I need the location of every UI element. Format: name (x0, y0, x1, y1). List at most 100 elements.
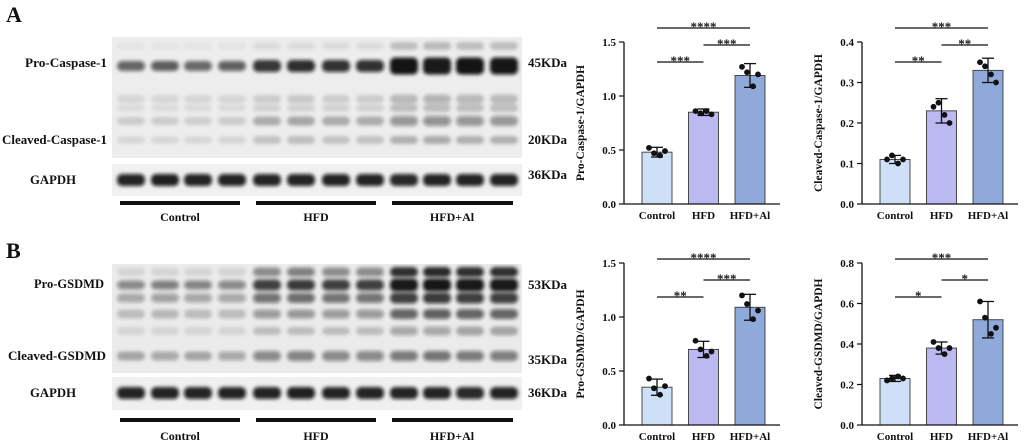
bar-chart-1: 0.0 0.5 1.0 1.5 Pro-Caspase-1/GAPDH Control HF… (575, 19, 780, 222)
group-bar-hfd-al (392, 201, 513, 205)
blot-band-pro-gsdmd (356, 279, 384, 291)
data-point (889, 152, 895, 159)
y-tick-label: 0.8 (840, 258, 854, 270)
data-point (977, 298, 983, 305)
bar (926, 110, 957, 205)
bar (641, 151, 673, 205)
data-point (662, 383, 668, 390)
data-point (703, 108, 710, 115)
blot-band-smear (390, 309, 418, 319)
blot-band-smear (151, 309, 179, 319)
significance-label: **** (691, 19, 717, 34)
y-axis-label: Cleaved-GSDMD/GAPDH (813, 278, 825, 409)
significance-label: ** (674, 288, 687, 303)
western-blot-a: Pro-Caspase-1 Cleaved-Caspase-1 GAPDH 45… (2, 37, 568, 224)
blot-band-cleaved-caspase-1 (490, 136, 518, 144)
blot-b-membrane (112, 264, 522, 373)
significance-label: ** (912, 53, 925, 68)
blot-band-smear (117, 309, 145, 319)
blot-band-smear (218, 104, 246, 112)
blot-band-smear (423, 104, 451, 112)
blot-band-smear (253, 42, 281, 50)
blot-band-smear (490, 309, 518, 319)
blot-band-pro-gsdmd (253, 279, 281, 291)
blot-band-pro-gsdmd (151, 280, 179, 290)
y-tick-label: 0.6 (840, 299, 854, 311)
blot-band-smear (322, 104, 350, 112)
blot-band-pro-gsdmd (184, 280, 212, 290)
blot-band-gapdh (253, 174, 281, 186)
blot-band-cleaved-gsdmd (356, 351, 384, 361)
group-bar-control (120, 418, 240, 422)
blot-band-gapdh (151, 174, 179, 186)
blot-band-pro-gsdmd (456, 278, 484, 292)
significance-label: * (915, 288, 922, 303)
data-point (708, 348, 715, 355)
blot-a-pro-label: Pro-Caspase-1 (25, 56, 107, 70)
blot-band-gapdh (356, 174, 384, 186)
blot-band-gapdh (287, 174, 315, 186)
x-category-label: HFD (692, 210, 715, 222)
blot-band-smear (456, 104, 484, 112)
blot-band-smear (253, 95, 281, 103)
blot-band-pro-caspase-1 (253, 60, 281, 72)
data-point (651, 385, 657, 392)
blot-band-smear (151, 327, 179, 335)
blot-band-smear (322, 309, 350, 319)
blot-a-membrane (112, 37, 522, 158)
blot-band-gapdh (456, 174, 484, 186)
blot-band-cleaved-caspase-1 (423, 136, 451, 144)
bar-chart-4: 0.0 0.2 0.4 0.6 0.8 Cleaved-GSDMD/GAPDH Contro… (813, 250, 1018, 443)
blot-band-pro-caspase-1 (456, 57, 484, 75)
blot-band-smear (151, 117, 179, 125)
blot-b-bands (117, 267, 518, 399)
blot-band-smear (490, 116, 518, 126)
data-point (739, 292, 745, 299)
y-tick-label: 1.5 (602, 37, 616, 49)
blot-band-cleaved-caspase-1 (322, 136, 350, 144)
blot-band-gapdh (390, 387, 418, 399)
blot-band-smear (423, 326, 451, 336)
blot-band-cleaved-caspase-1 (356, 136, 384, 144)
blot-band-smear (287, 116, 315, 126)
blot-band-smear (184, 268, 212, 276)
bar (688, 348, 719, 426)
blot-band-gapdh (390, 174, 418, 186)
group-label-hfd-al: HFD+Al (430, 210, 475, 224)
data-point (692, 337, 699, 344)
blot-band-cleaved-gsdmd (218, 351, 246, 361)
blot-band-cleaved-caspase-1 (390, 136, 418, 144)
x-category-label: Control (639, 431, 675, 443)
y-tick-label: 1.5 (602, 258, 616, 270)
blot-band-gapdh (490, 174, 518, 186)
blot-band-smear (117, 104, 145, 112)
bar (879, 377, 911, 426)
significance-label: **** (691, 250, 717, 265)
y-tick-label: 0.0 (602, 199, 616, 211)
blot-band-pro-caspase-1 (151, 61, 179, 71)
y-tick-label: 0.3 (840, 78, 854, 90)
blot-band-smear (456, 94, 484, 104)
blot-band-smear (151, 42, 179, 50)
blot-band-cleaved-gsdmd (423, 351, 451, 361)
data-point (935, 99, 942, 106)
blot-band-smear (117, 95, 145, 103)
blot-band-smear (322, 293, 350, 303)
blot-band-cleaved-gsdmd (490, 351, 518, 361)
blot-b-cleaved-mw: 35KDa (528, 352, 568, 367)
blot-band-cleaved-gsdmd (456, 351, 484, 361)
blot-band-smear (390, 104, 418, 112)
y-tick-label: 0.4 (840, 37, 854, 49)
panel-label-a: A (6, 2, 22, 27)
blot-band-smear (322, 267, 350, 277)
blot-band-smear (253, 116, 281, 126)
data-point (988, 71, 994, 78)
significance-label: *** (932, 250, 952, 265)
x-category-label: HFD+Al (730, 210, 771, 222)
y-tick-label: 0.5 (602, 366, 616, 378)
blot-band-gapdh (218, 174, 246, 186)
data-point (884, 377, 890, 384)
data-point (703, 352, 710, 359)
blot-band-smear (184, 293, 212, 303)
bar (972, 69, 1004, 205)
